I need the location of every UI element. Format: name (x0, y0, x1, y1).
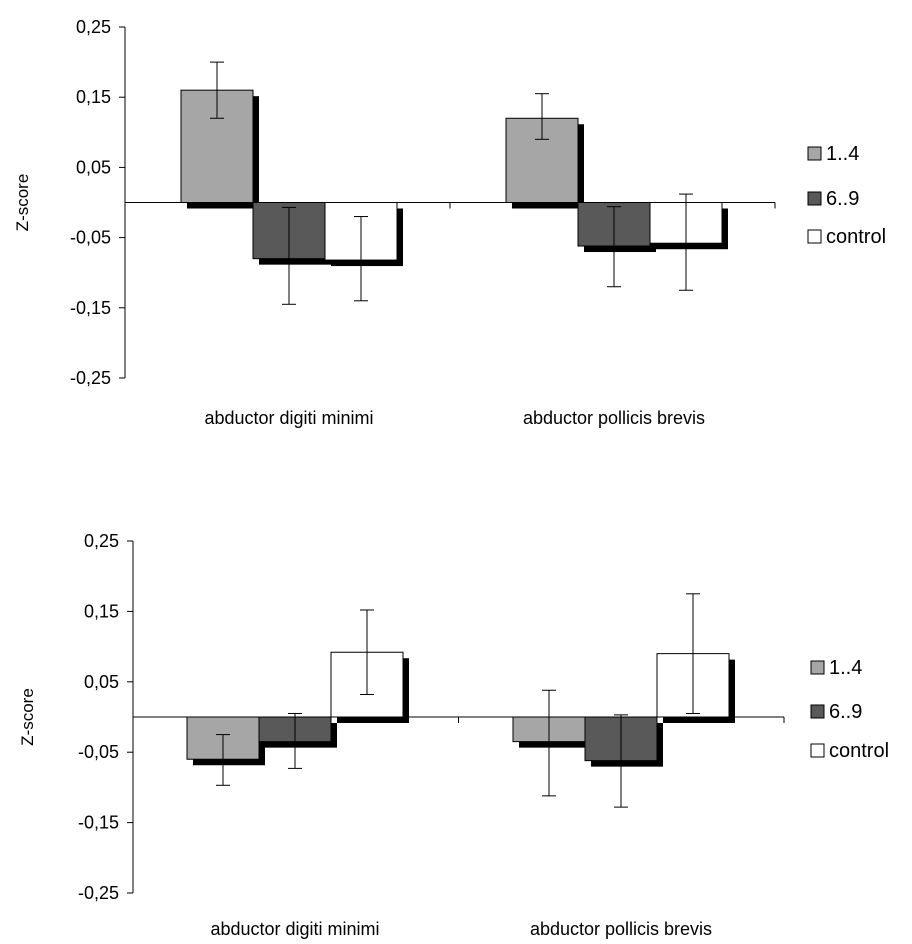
chart-top: 0,25 0,15 0,05 -0,05 -0,15 -0,25 Z-score abduct… (13, 17, 886, 428)
y-tick-label: 0,25 (84, 531, 119, 551)
category-label: abductor pollicis brevis (523, 408, 705, 428)
y-tick-label: 0,25 (76, 17, 111, 37)
y-tick-label: -0,15 (78, 813, 119, 833)
legend-swatch (807, 146, 822, 161)
chart-bottom: 0,25 0,15 0,05 -0,05 -0,15 -0,25 Z-score abduct… (18, 531, 889, 939)
y-axis-title: Z-score (13, 174, 32, 232)
y-tick-label: -0,05 (78, 742, 119, 762)
y-tick-label: -0,05 (70, 228, 111, 248)
y-tick-label: -0,25 (78, 883, 119, 903)
legend-swatch (810, 704, 825, 719)
legend-label: control (829, 740, 889, 762)
category-label: abductor digiti minimi (204, 408, 373, 428)
y-axis-title: Z-score (18, 688, 37, 746)
legend-label: 6..9 (829, 701, 862, 723)
legend-swatch (807, 191, 822, 206)
y-tick-label: -0,15 (70, 298, 111, 318)
legend-swatch (810, 743, 825, 758)
legend-swatch (810, 660, 825, 675)
legend-label: 1..4 (829, 657, 862, 679)
category-label: abductor digiti minimi (210, 919, 379, 939)
y-tick-label: 0,15 (84, 601, 119, 621)
y-tick-label: -0,25 (70, 368, 111, 388)
legend-label: 1..4 (826, 143, 859, 165)
y-tick-label: 0,05 (76, 157, 111, 177)
legend-label: 6..9 (826, 188, 859, 210)
y-tick-label: 0,15 (76, 87, 111, 107)
category-label: abductor pollicis brevis (530, 919, 712, 939)
legend-label: control (826, 226, 886, 248)
y-tick-label: 0,05 (84, 672, 119, 692)
legend-swatch (807, 229, 822, 244)
